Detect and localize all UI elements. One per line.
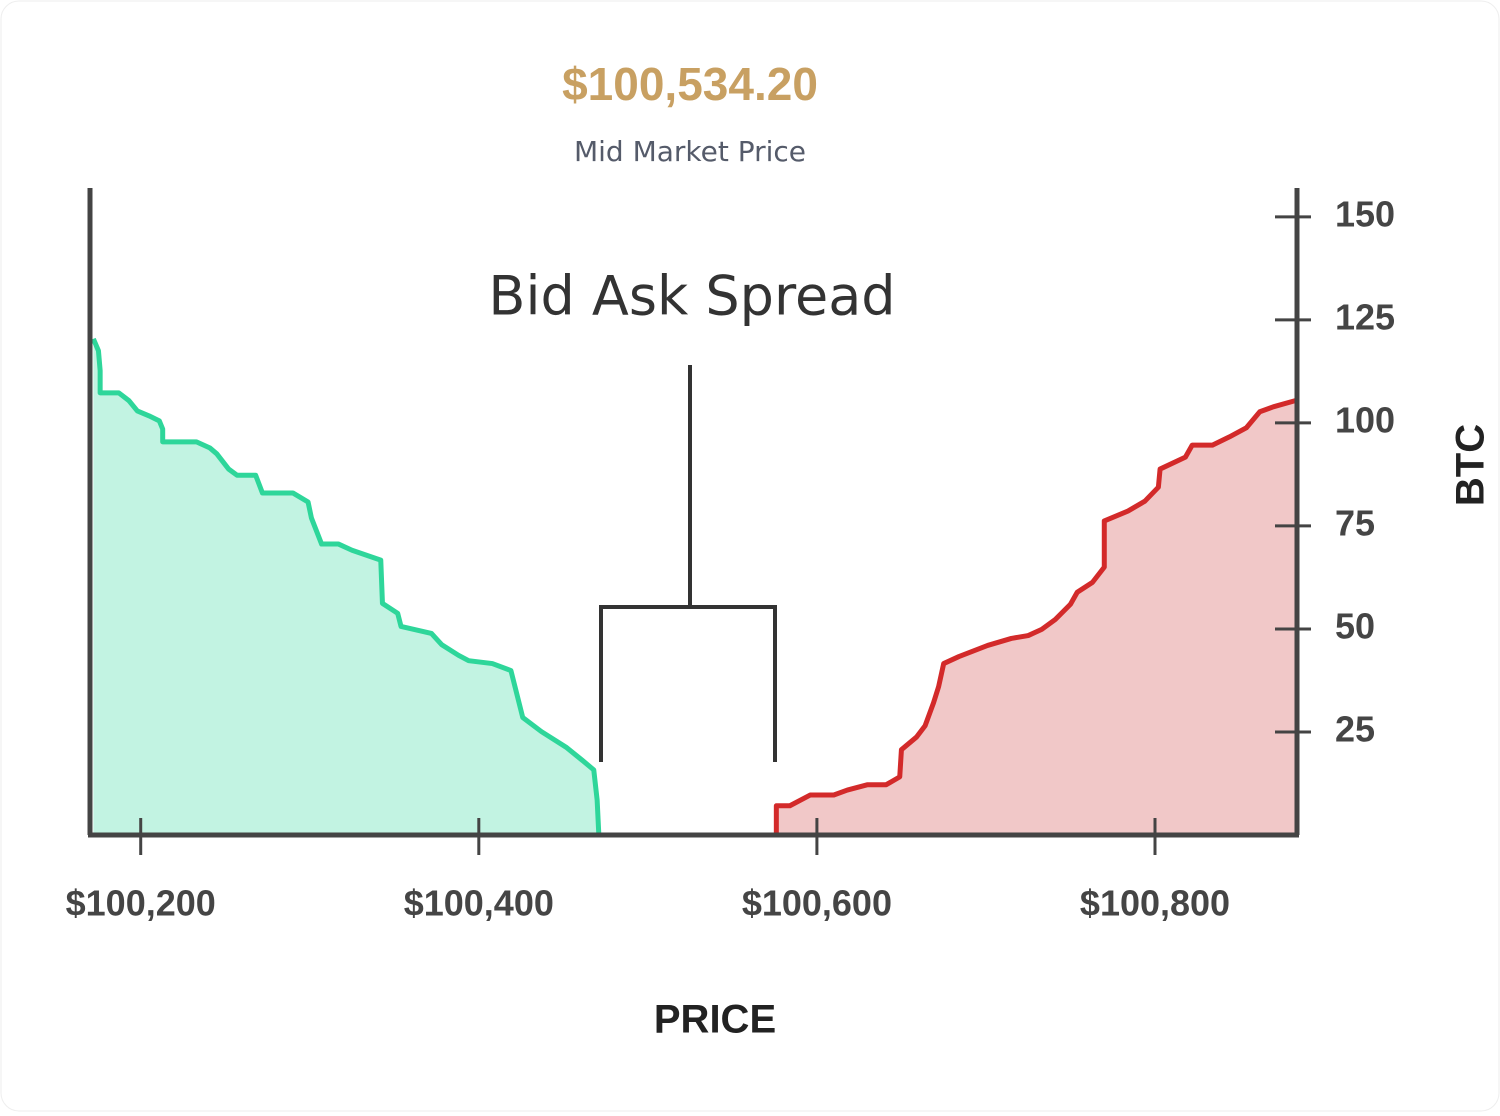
area-fill	[93, 338, 599, 835]
area-line	[91, 337, 602, 836]
chart-title: $100,534.20	[562, 58, 818, 110]
y-tick-label: 75	[1335, 502, 1375, 543]
chart-subtitle: Mid Market Price	[574, 135, 806, 168]
y-tick-label: 125	[1335, 296, 1395, 337]
annotation: Bid Ask Spread	[488, 265, 895, 328]
area-fill	[776, 400, 1296, 835]
x-tick-label: $100,400	[404, 883, 554, 924]
y-tick-label: 150	[1335, 193, 1395, 234]
x-tick-label: $100,200	[66, 883, 216, 924]
y-tick-label: 25	[1335, 708, 1375, 749]
spread-bracket	[599, 365, 777, 762]
area-line	[773, 398, 1296, 835]
x-tick-label: $100,600	[742, 883, 892, 924]
y-axis-label: BTC	[1449, 424, 1493, 506]
y-tick-label: 50	[1335, 605, 1375, 646]
x-axis-label: PRICE	[654, 998, 776, 1042]
y-tick-label: 100	[1335, 399, 1395, 440]
x-tick-label: $100,800	[1080, 883, 1230, 924]
